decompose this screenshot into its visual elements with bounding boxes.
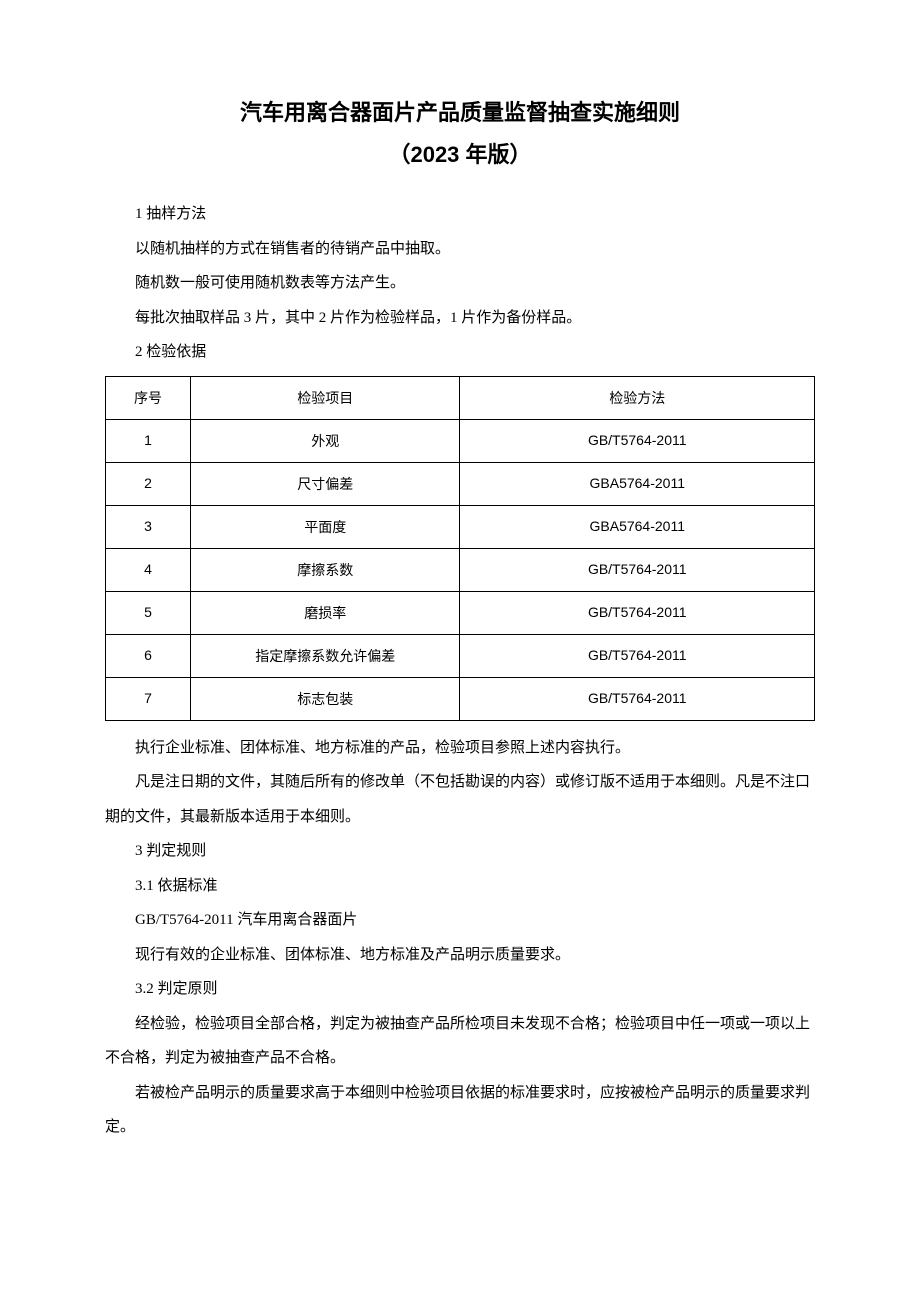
- table-cell-method: GBA5764-2011: [460, 462, 815, 505]
- table-row: 1外观GB/T5764-2011: [106, 419, 815, 462]
- table-cell-item: 标志包装: [191, 677, 460, 720]
- table-cell-item: 平面度: [191, 505, 460, 548]
- table-cell-num: 3: [106, 505, 191, 548]
- table-header-method: 检验方法: [460, 376, 815, 419]
- table-cell-num: 1: [106, 419, 191, 462]
- table-header-row: 序号 检验项目 检验方法: [106, 376, 815, 419]
- section-3-2-para-1: 经检验，检验项目全部合格，判定为被抽查产品所检项目未发现不合格；检验项目中任一项…: [105, 1007, 815, 1076]
- table-cell-item: 磨损率: [191, 591, 460, 634]
- table-cell-method: GB/T5764-2011: [460, 419, 815, 462]
- table-cell-item: 摩擦系数: [191, 548, 460, 591]
- table-cell-item: 指定摩擦系数允许偏差: [191, 634, 460, 677]
- section-3-heading: 3 判定规则: [105, 834, 815, 869]
- section-3-1-heading: 3.1 依据标准: [105, 869, 815, 904]
- section-1-para-1: 以随机抽样的方式在销售者的待销产品中抽取。: [105, 232, 815, 267]
- section-2-para-1: 执行企业标准、团体标准、地方标准的产品，检验项目参照上述内容执行。: [105, 731, 815, 766]
- table-row: 5磨损率GB/T5764-2011: [106, 591, 815, 634]
- table-row: 3平面度GBA5764-2011: [106, 505, 815, 548]
- section-3-2-heading: 3.2 判定原则: [105, 972, 815, 1007]
- table-cell-num: 2: [106, 462, 191, 505]
- section-3-1-para-2: 现行有效的企业标准、团体标准、地方标准及产品明示质量要求。: [105, 938, 815, 973]
- table-cell-method: GB/T5764-2011: [460, 548, 815, 591]
- table-cell-item: 外观: [191, 419, 460, 462]
- table-cell-item: 尺寸偏差: [191, 462, 460, 505]
- inspection-table: 序号 检验项目 检验方法 1外观GB/T5764-20112尺寸偏差GBA576…: [105, 376, 815, 721]
- table-cell-method: GB/T5764-2011: [460, 591, 815, 634]
- document-title-line2: （2023 年版）: [105, 137, 815, 169]
- table-cell-num: 6: [106, 634, 191, 677]
- table-cell-method: GBA5764-2011: [460, 505, 815, 548]
- section-3-2-para-2: 若被检产品明示的质量要求高于本细则中检验项目依据的标准要求时，应按被检产品明示的…: [105, 1076, 815, 1145]
- table-row: 7标志包装GB/T5764-2011: [106, 677, 815, 720]
- section-2-heading: 2 检验依据: [105, 335, 815, 370]
- table-row: 2尺寸偏差GBA5764-2011: [106, 462, 815, 505]
- table-header-num: 序号: [106, 376, 191, 419]
- section-2-para-2: 凡是注日期的文件，其随后所有的修改单（不包括勘误的内容）或修订版不适用于本细则。…: [105, 765, 815, 834]
- table-cell-num: 5: [106, 591, 191, 634]
- table-row: 6指定摩擦系数允许偏差GB/T5764-2011: [106, 634, 815, 677]
- table-cell-method: GB/T5764-2011: [460, 634, 815, 677]
- table-cell-num: 7: [106, 677, 191, 720]
- section-1-para-2: 随机数一般可使用随机数表等方法产生。: [105, 266, 815, 301]
- table-row: 4摩擦系数GB/T5764-2011: [106, 548, 815, 591]
- table-cell-num: 4: [106, 548, 191, 591]
- section-3-1-para-1: GB/T5764-2011 汽车用离合器面片: [105, 903, 815, 938]
- document-title-line1: 汽车用离合器面片产品质量监督抽查实施细则: [105, 95, 815, 127]
- section-1-para-3: 每批次抽取样品 3 片，其中 2 片作为检验样品，1 片作为备份样品。: [105, 301, 815, 336]
- table-header-item: 检验项目: [191, 376, 460, 419]
- table-cell-method: GB/T5764-2011: [460, 677, 815, 720]
- section-1-heading: 1 抽样方法: [105, 197, 815, 232]
